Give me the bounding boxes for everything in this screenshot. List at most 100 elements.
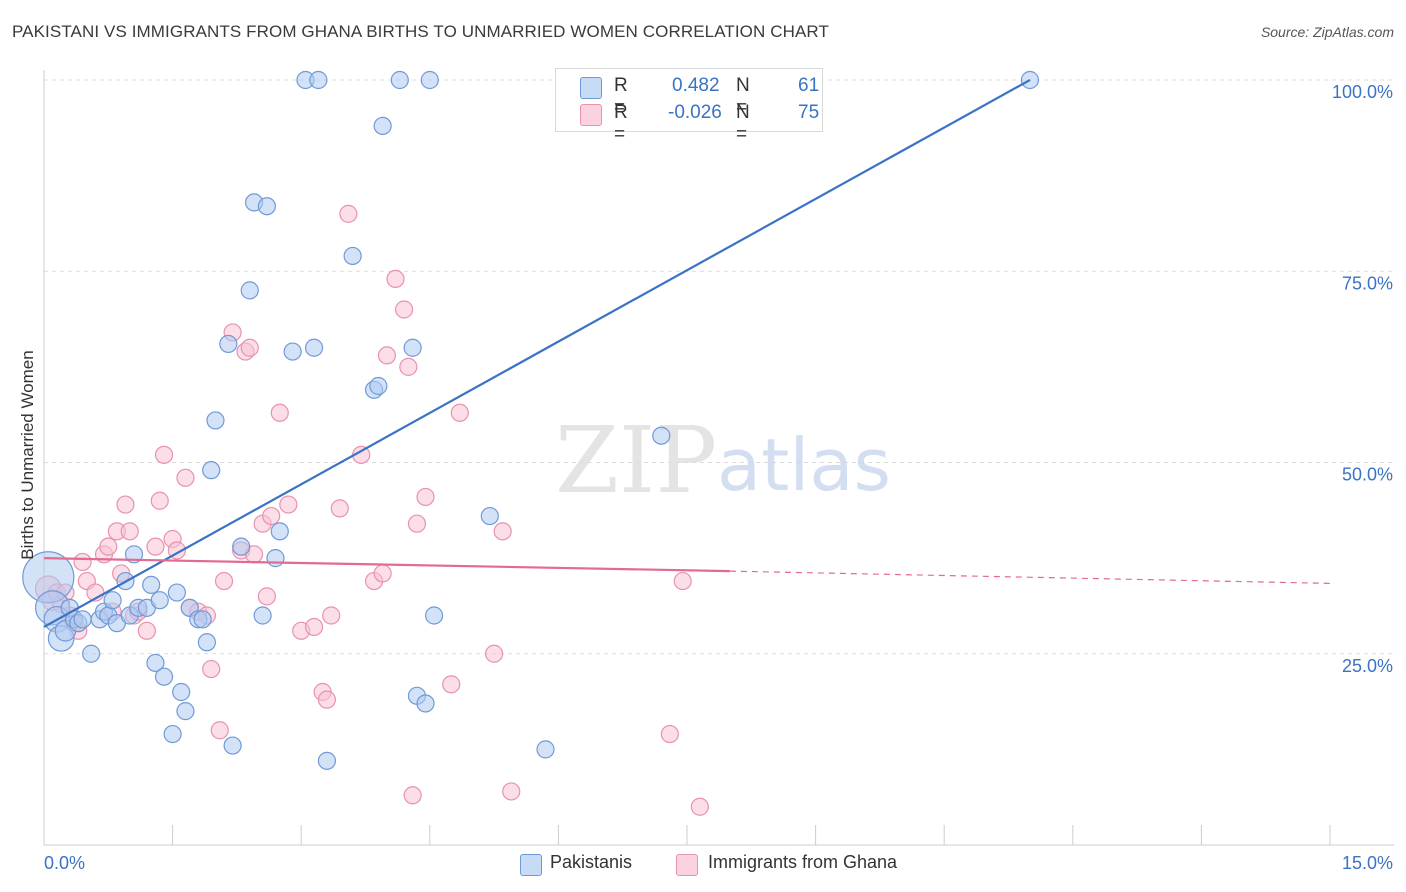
data-point-ghana <box>99 537 118 556</box>
data-point-pakistanis <box>82 644 101 663</box>
data-point-ghana <box>279 495 298 514</box>
y-tick-label: 75.0% <box>1342 273 1393 293</box>
data-point-ghana <box>270 403 289 422</box>
watermark-atlas: atlas <box>717 423 891 507</box>
data-point-ghana <box>214 571 234 591</box>
data-point-ghana <box>262 506 281 526</box>
data-point-pakistanis <box>202 461 221 480</box>
data-point-pakistanis <box>266 549 285 568</box>
bottom-legend-swatch-pink <box>676 854 698 876</box>
data-point-pakistanis <box>219 334 238 354</box>
data-point-pakistanis <box>176 702 195 721</box>
data-point-ghana <box>403 786 422 805</box>
data-point-pakistanis <box>167 583 186 602</box>
data-point-pakistanis <box>73 610 92 629</box>
data-point-pakistanis <box>257 197 277 216</box>
data-point-ghana <box>377 346 397 365</box>
data-point-pakistanis <box>232 537 251 556</box>
trend-line-ghana-extrapolated <box>729 570 1331 584</box>
data-point-ghana <box>304 617 324 637</box>
legend: R = 0.482 N = 61 R = -0.026 N = 75 <box>555 68 823 145</box>
legend-swatch-blue <box>580 77 602 99</box>
data-point-ghana <box>339 204 358 223</box>
trend-line-pakistanis <box>43 79 1031 628</box>
data-point-pakistanis <box>146 653 165 673</box>
data-point-pakistanis <box>193 610 212 629</box>
data-point-ghana <box>116 495 135 514</box>
data-point-pakistanis <box>163 724 182 744</box>
data-point-pakistanis <box>240 281 259 300</box>
data-point-pakistanis <box>309 70 328 90</box>
data-point-ghana <box>137 621 156 640</box>
legend-swatch-pink <box>580 104 602 126</box>
trend-lines <box>43 79 1331 628</box>
watermark-zip: ZIP <box>555 407 717 514</box>
chart-title: PAKISTANI VS IMMIGRANTS FROM GHANA BIRTH… <box>12 22 829 41</box>
y-tick-label: 25.0% <box>1342 656 1393 676</box>
axes <box>43 70 1394 846</box>
data-point-pakistanis <box>420 70 439 90</box>
bottom-legend-label: Pakistanis <box>550 852 633 872</box>
data-point-ghana <box>373 564 392 583</box>
data-point-ghana <box>502 782 521 801</box>
data-point-pakistanis <box>206 411 225 430</box>
x-tick-label: 0.0% <box>44 853 85 873</box>
data-point-ghana <box>660 724 679 744</box>
legend-n-value: 75 <box>798 102 820 123</box>
data-point-ghana <box>257 587 277 606</box>
data-point-ghana <box>202 659 221 679</box>
bottom-legend-swatch-blue <box>520 854 542 876</box>
y-tick-label: 50.0% <box>1342 465 1393 485</box>
data-point-pakistanis <box>536 740 555 759</box>
data-point-ghana <box>690 797 709 816</box>
source-label: Source: ZipAtlas.com <box>1260 24 1394 40</box>
x-tick-labels: 0.0% 15.0% <box>44 853 1393 873</box>
data-point-pakistanis <box>197 633 216 652</box>
data-point-pakistanis <box>223 736 242 755</box>
data-point-ghana <box>485 644 504 663</box>
bottom-legend-label: Immigrants from Ghana <box>708 852 898 872</box>
data-point-pakistanis <box>172 682 191 702</box>
data-point-pakistanis <box>424 606 444 625</box>
data-point-pakistanis <box>142 575 161 595</box>
bottom-legend: Pakistanis Immigrants from Ghana <box>0 852 1406 878</box>
legend-r-value: 0.482 <box>672 75 720 96</box>
legend-n-label: N = <box>736 75 750 118</box>
data-point-ghana <box>416 487 435 507</box>
series-pakistanis-points <box>22 70 1040 770</box>
data-point-ghana <box>73 552 92 572</box>
data-point-pakistanis <box>343 246 362 266</box>
data-point-ghana <box>146 537 165 556</box>
legend-r-value: -0.026 <box>668 102 722 123</box>
y-tick-label: 100.0% <box>1332 82 1393 102</box>
data-point-ghana <box>154 445 174 464</box>
trend-line-ghana <box>43 557 730 573</box>
data-point-ghana <box>394 300 414 319</box>
data-point-pakistanis <box>304 338 324 357</box>
data-point-ghana <box>330 499 349 518</box>
data-point-pakistanis <box>150 591 169 610</box>
data-point-ghana <box>399 357 418 376</box>
legend-n-value: 61 <box>798 75 820 96</box>
data-point-ghana <box>673 571 692 591</box>
data-point-pakistanis <box>103 591 122 610</box>
data-point-pakistanis <box>416 694 435 713</box>
data-point-pakistanis <box>154 667 174 686</box>
data-point-pakistanis <box>124 545 144 564</box>
x-tick-label: 15.0% <box>1342 853 1393 873</box>
data-point-pakistanis <box>480 506 499 526</box>
legend-r-label: R = <box>614 102 628 145</box>
data-point-ghana <box>407 514 427 533</box>
data-point-ghana <box>317 690 337 709</box>
data-point-pakistanis <box>317 751 337 770</box>
data-point-ghana <box>176 468 195 487</box>
data-point-pakistanis <box>373 116 392 136</box>
data-point-pakistanis <box>253 606 272 625</box>
gridlines <box>44 79 1394 655</box>
data-point-ghana <box>386 269 405 288</box>
data-point-pakistanis <box>369 376 388 396</box>
data-point-ghana <box>322 606 341 625</box>
y-tick-labels: 25.0% 50.0% 75.0% 100.0% <box>1332 82 1393 676</box>
data-point-ghana <box>240 338 259 357</box>
